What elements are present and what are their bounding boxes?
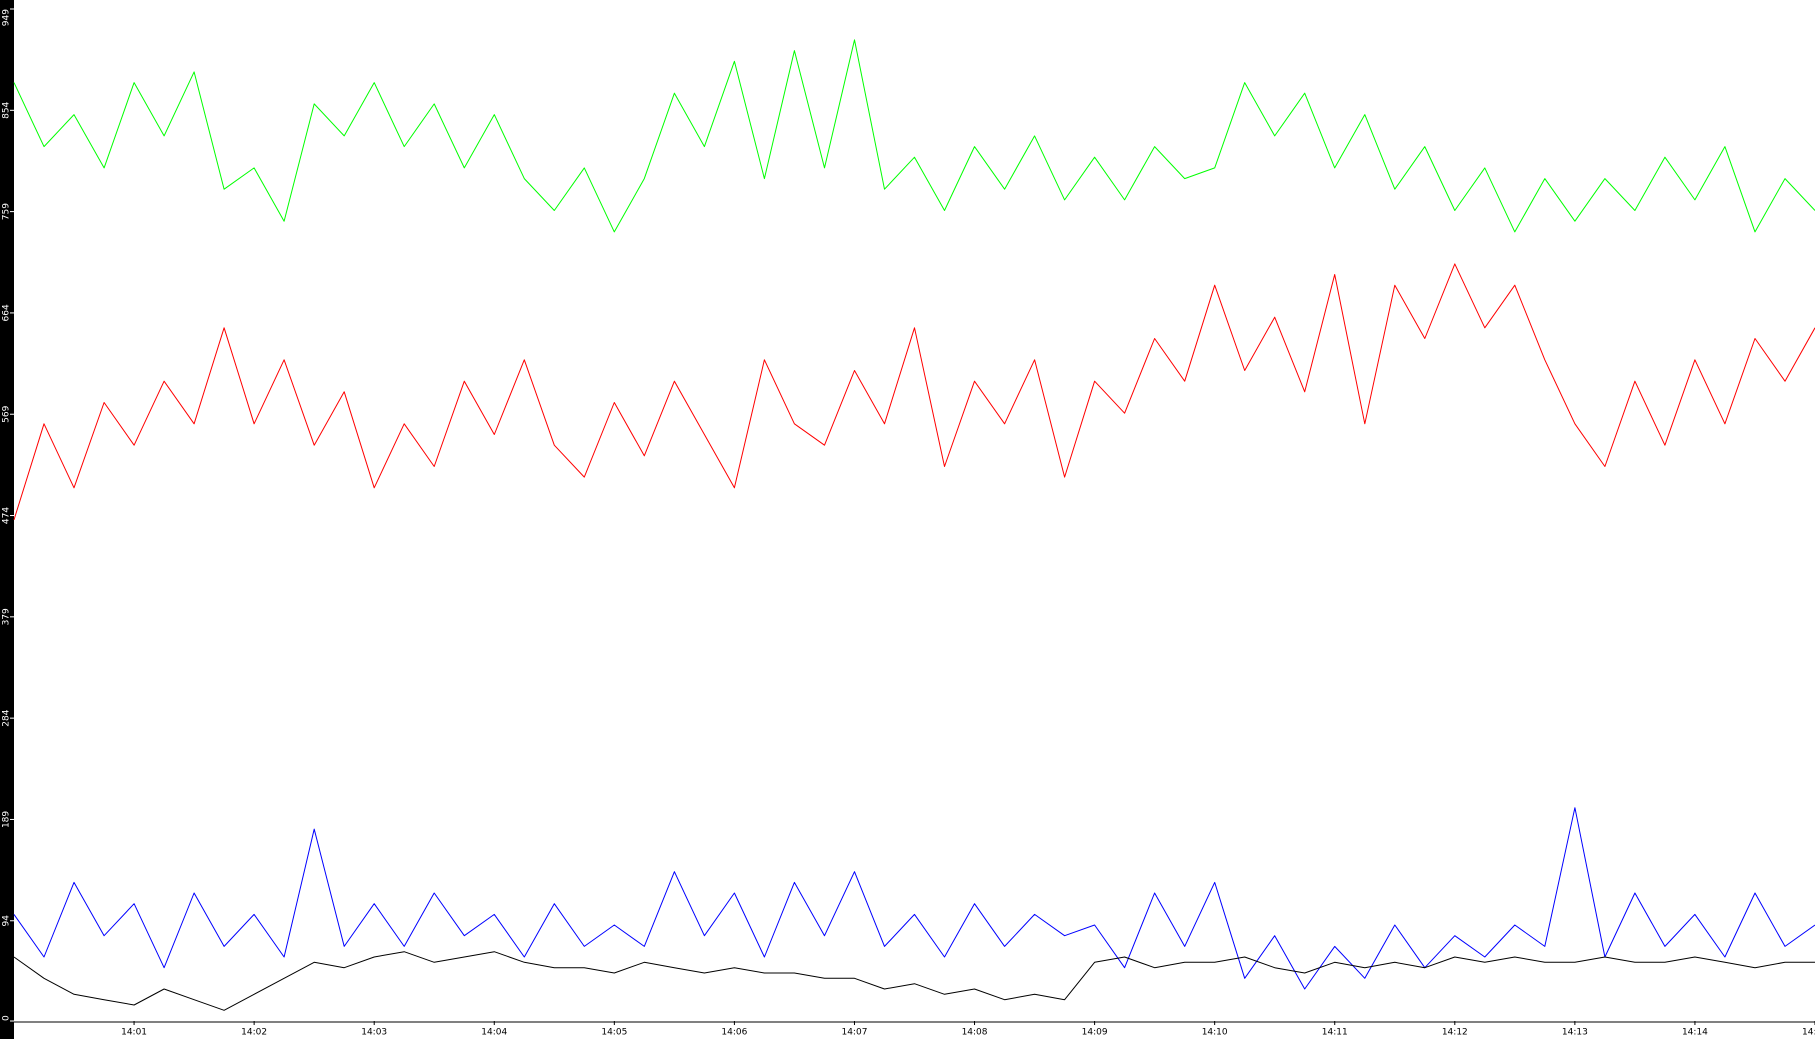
x-tick-label: 14:08: [962, 1028, 988, 1038]
y-tick-label: 94: [2, 915, 12, 927]
series-line: [13, 807, 1815, 990]
x-tick-label: 14:14: [1682, 1028, 1708, 1038]
y-tick-label: 759: [2, 203, 12, 220]
x-tick-label: 14:11: [1322, 1028, 1348, 1038]
x-tick-label: 14:06: [721, 1028, 747, 1038]
y-tick-label: 0: [2, 1015, 12, 1021]
x-tick-label: 14:01: [121, 1028, 147, 1038]
y-tick-label: 189: [2, 811, 12, 828]
series-line: [13, 951, 1815, 1011]
x-tick-label: 14:09: [1082, 1028, 1108, 1038]
y-tick-label: 569: [2, 405, 12, 422]
x-tick-label: 14:03: [361, 1028, 387, 1038]
y-tick-label: 379: [2, 608, 12, 625]
y-tick-label: 284: [2, 709, 12, 726]
y-tick-label: 664: [2, 304, 12, 321]
y-tick-label: 474: [2, 507, 12, 524]
x-tick-label: 14:07: [841, 1028, 867, 1038]
x-tick-label: 14:05: [601, 1028, 627, 1038]
x-tick-label: 14:15: [1802, 1028, 1815, 1038]
series-line: [13, 263, 1815, 520]
x-tick-label: 14:12: [1442, 1028, 1468, 1038]
series-line: [13, 39, 1815, 233]
x-tick-label: 14:04: [481, 1028, 507, 1038]
y-tick-label: 949: [2, 9, 12, 26]
y-tick-label: 854: [2, 101, 12, 118]
x-tick-label: 14:02: [241, 1028, 267, 1038]
y-axis-strip: [0, 0, 14, 1039]
x-tick-label: 14:13: [1562, 1028, 1588, 1038]
x-tick-label: 14:10: [1202, 1028, 1228, 1038]
